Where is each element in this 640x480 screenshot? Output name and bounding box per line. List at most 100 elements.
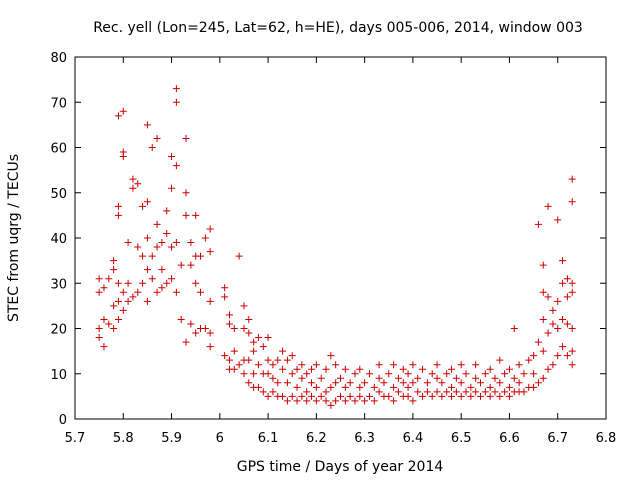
data-point [414, 388, 422, 396]
data-point [409, 397, 417, 405]
data-point [448, 383, 456, 391]
data-point [143, 198, 151, 206]
data-point [486, 392, 494, 400]
data-point [375, 361, 383, 369]
data-point [182, 338, 190, 346]
data-point [515, 361, 523, 369]
data-point [496, 379, 504, 387]
data-point [148, 275, 156, 283]
data-point [95, 288, 103, 296]
x-tick-label: 6.4 [403, 431, 424, 446]
data-point [182, 134, 190, 142]
data-point [332, 361, 340, 369]
data-point [124, 279, 132, 287]
data-point [472, 361, 480, 369]
data-point [298, 392, 306, 400]
data-point [134, 180, 142, 188]
data-point [293, 383, 301, 391]
data-point [448, 392, 456, 400]
x-tick-label: 5.9 [161, 431, 182, 446]
data-point [95, 325, 103, 332]
data-point [399, 365, 407, 373]
data-point [143, 234, 151, 242]
data-point [114, 279, 122, 287]
data-point [303, 397, 311, 405]
data-point [139, 279, 147, 287]
data-point [308, 365, 316, 373]
data-point [172, 85, 180, 93]
data-point [365, 392, 373, 400]
data-point [245, 315, 253, 323]
data-point [322, 365, 330, 373]
data-point [206, 297, 214, 305]
data-point [158, 239, 166, 247]
y-tick-label: 30 [50, 277, 67, 292]
x-tick-label: 6.7 [547, 431, 568, 446]
data-point [312, 361, 320, 369]
data-point [385, 370, 393, 378]
x-tick-label: 5.7 [65, 431, 86, 446]
data-point [192, 279, 200, 287]
data-point [554, 297, 562, 305]
data-point [182, 211, 190, 219]
data-point [240, 302, 248, 310]
data-point [375, 374, 383, 382]
data-point [568, 175, 576, 183]
data-point [544, 293, 552, 301]
data-point [534, 220, 542, 228]
data-point [134, 243, 142, 251]
data-point [283, 356, 291, 364]
data-point [317, 374, 325, 382]
data-point [274, 356, 282, 364]
data-point [433, 361, 441, 369]
data-point [505, 383, 513, 391]
data-point [510, 325, 518, 332]
data-point [525, 356, 533, 364]
data-point [293, 397, 301, 405]
data-point [399, 379, 407, 387]
data-point [549, 361, 557, 369]
data-point [148, 252, 156, 260]
data-point [254, 361, 262, 369]
data-point [549, 320, 557, 328]
data-point [443, 370, 451, 378]
data-point [288, 352, 296, 360]
data-point [409, 379, 417, 387]
chart-title: Rec. yell (Lon=245, Lat=62, h=HE), days … [93, 20, 583, 36]
data-point [530, 352, 538, 360]
data-point [341, 383, 349, 391]
data-point [172, 162, 180, 170]
data-point [356, 383, 364, 391]
data-point [124, 297, 132, 305]
data-point [520, 370, 528, 378]
data-point [534, 379, 542, 387]
data-point [230, 347, 238, 355]
data-point [452, 388, 460, 396]
data-point [308, 379, 316, 387]
data-point [187, 261, 195, 269]
x-tick-label: 6.8 [596, 431, 617, 446]
data-point [225, 356, 233, 364]
data-point [554, 352, 562, 360]
data-point [428, 392, 436, 400]
data-point [269, 374, 277, 382]
data-point [438, 392, 446, 400]
data-point [110, 266, 118, 274]
data-point [563, 352, 571, 360]
y-tick-label: 10 [50, 368, 67, 383]
data-point [530, 370, 538, 378]
data-point [201, 325, 209, 332]
data-point [153, 288, 161, 296]
data-point [322, 397, 330, 405]
data-point [274, 379, 282, 387]
data-point [361, 397, 369, 405]
x-tick-label: 6.1 [258, 431, 279, 446]
data-point [163, 229, 171, 237]
data-point [250, 338, 258, 346]
y-tick-label: 70 [50, 96, 67, 111]
data-point [259, 343, 267, 351]
data-point [168, 243, 176, 251]
data-point [225, 311, 233, 319]
data-point [428, 370, 436, 378]
